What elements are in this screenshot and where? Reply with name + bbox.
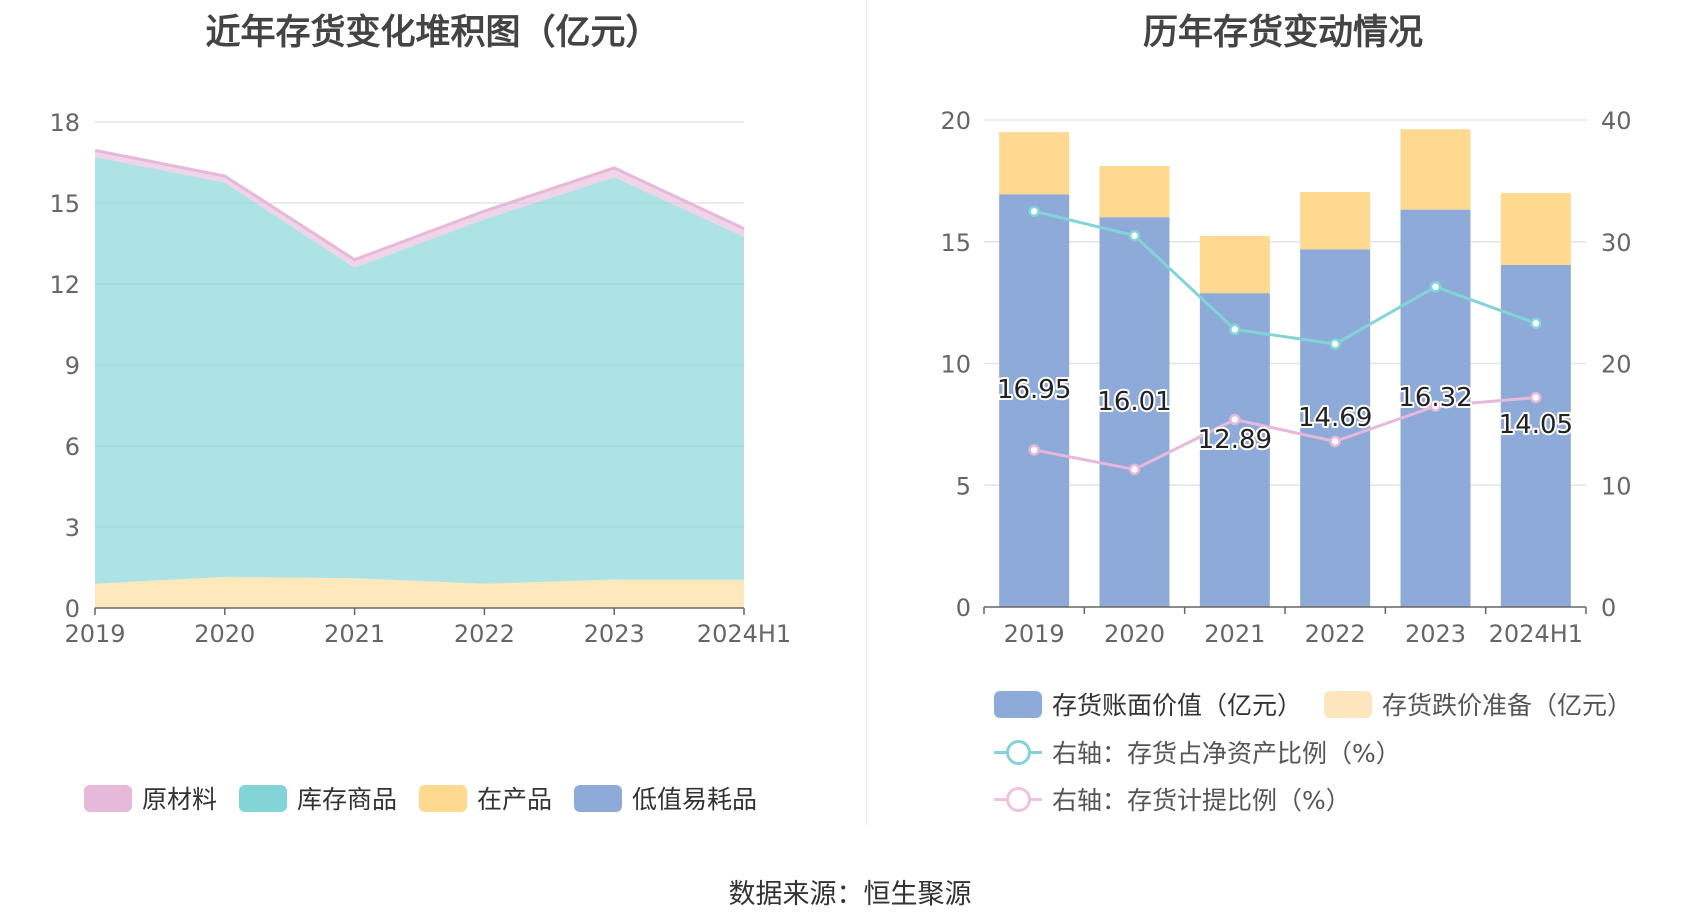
bar-book-value xyxy=(1099,217,1170,607)
line-point xyxy=(1128,229,1141,242)
bar-book-value xyxy=(1300,249,1371,607)
line-point xyxy=(1329,338,1341,350)
bar-impairment xyxy=(1199,235,1270,294)
legend-swatch xyxy=(574,784,623,812)
bar-impairment xyxy=(999,132,1070,195)
line-point xyxy=(1429,281,1442,293)
y-right-tick-label: 30 xyxy=(1601,229,1632,257)
x-tick-label: 2022 xyxy=(454,620,515,648)
line-point xyxy=(1028,444,1040,456)
bar-book-value xyxy=(1199,293,1270,607)
right-legend-row-2: 右轴：存货占净资产比例（%） xyxy=(994,734,1423,770)
y-tick-label: 12 xyxy=(49,271,80,299)
line-point xyxy=(1429,400,1442,412)
bar-line-combo-chart: 0 0 5 10 10 20 15 30 20 40 2019 2020 2021 2022 2023 202… xyxy=(940,107,1632,648)
line-point xyxy=(1530,317,1542,330)
legend-swatch xyxy=(1324,690,1373,718)
legend-label: 右轴：存货计提比例（%） xyxy=(1052,786,1351,815)
line-point xyxy=(1229,323,1241,336)
left-chart-legend: 原材料 库存商品 在产品 低值易耗品 xyxy=(84,780,779,816)
y-tick-label: 6 xyxy=(65,433,80,461)
y-left-tick-label: 0 xyxy=(956,594,971,622)
left-chart-title: 近年存货变化堆积图（亿元） xyxy=(205,13,661,53)
area-top-line xyxy=(94,148,745,262)
legend-item-net-asset-ratio[interactable]: 右轴：存货占净资产比例（%） xyxy=(994,734,1401,770)
legend-line-swatch xyxy=(994,739,1042,766)
y-right-tick-label: 40 xyxy=(1601,107,1632,135)
line-point xyxy=(1329,435,1341,448)
legend-label: 低值易耗品 xyxy=(632,785,758,814)
panel-divider xyxy=(866,0,867,825)
x-tick-label: 2023 xyxy=(1405,620,1466,648)
legend-label: 右轴：存货占净资产比例（%） xyxy=(1052,739,1401,768)
x-tick-label: 2019 xyxy=(64,620,125,648)
x-tick-label: 2024H1 xyxy=(697,620,791,648)
y-tick-label: 15 xyxy=(49,190,80,218)
left-chart-panel: 近年存货变化堆积图（亿元） 0 3 6 9 12 15 18 2019 2020 2021 2022… xyxy=(0,0,866,830)
y-left-tick-label: 15 xyxy=(940,229,971,257)
legend-item-wip[interactable]: 在产品 xyxy=(419,780,552,816)
legend-label: 存货跌价准备（亿元） xyxy=(1382,691,1633,720)
legend-item-book-value[interactable]: 存货账面价值（亿元） xyxy=(994,686,1302,722)
y-tick-label: 0 xyxy=(65,595,80,623)
y-right-tick-label: 10 xyxy=(1601,472,1632,500)
legend-label: 存货账面价值（亿元） xyxy=(1052,691,1303,720)
bar-book-value xyxy=(999,194,1070,607)
legend-label: 库存商品 xyxy=(297,785,398,814)
legend-swatch xyxy=(994,690,1042,718)
bar-impairment xyxy=(1500,193,1571,265)
x-tick-label: 2024H1 xyxy=(1489,620,1583,648)
x-tick-label: 2021 xyxy=(1204,620,1265,648)
right-legend-row-3: 右轴：存货计提比例（%） xyxy=(994,781,1373,817)
y-left-tick-label: 20 xyxy=(940,107,971,135)
legend-swatch xyxy=(419,784,468,812)
x-tick-label: 2022 xyxy=(1305,620,1366,648)
x-tick-label: 2019 xyxy=(1004,620,1065,648)
series-line xyxy=(1033,209,1537,346)
bar-data-label: 16.01 xyxy=(1097,387,1171,417)
x-tick-label: 2020 xyxy=(1104,620,1165,648)
bar-data-label: 14.05 xyxy=(1499,410,1573,440)
right-chart-panel: 历年存货变动情况 0 0 5 10 10 20 15 30 20 40 2019 2020 2021 20… xyxy=(866,0,1700,830)
bar-data-label: 14.69 xyxy=(1298,403,1372,433)
series-line xyxy=(1033,396,1536,471)
legend-label: 原材料 xyxy=(142,785,218,814)
bar-impairment xyxy=(1099,166,1170,218)
legend-item-provision-ratio[interactable]: 右轴：存货计提比例（%） xyxy=(994,781,1351,817)
legend-item-finished-goods[interactable]: 库存商品 xyxy=(239,780,397,816)
bar-data-label: 16.32 xyxy=(1398,383,1472,413)
legend-item-raw-material[interactable]: 原材料 xyxy=(84,780,217,816)
right-chart-title: 历年存货变动情况 xyxy=(1142,13,1423,53)
y-tick-label: 3 xyxy=(65,514,80,542)
legend-item-consumables[interactable]: 低值易耗品 xyxy=(574,780,757,816)
stacked-area-chart: 0 3 6 9 12 15 18 2019 2020 2021 2022 2023 2024H1 xyxy=(49,109,791,648)
bar-data-label: 16.95 xyxy=(997,375,1071,405)
line-point xyxy=(1128,463,1141,476)
legend-swatch xyxy=(239,784,288,812)
x-tick-label: 2021 xyxy=(324,620,385,648)
data-source: 数据来源：恒生聚源 xyxy=(728,879,972,910)
y-tick-label: 9 xyxy=(65,352,80,380)
legend-item-impairment[interactable]: 存货跌价准备（亿元） xyxy=(1324,686,1632,722)
bar-impairment xyxy=(1400,129,1471,210)
y-right-tick-label: 0 xyxy=(1601,594,1616,622)
area-series xyxy=(95,157,744,584)
legend-swatch xyxy=(84,784,132,812)
legend-label: 在产品 xyxy=(477,785,553,814)
y-right-tick-label: 20 xyxy=(1601,351,1632,379)
line-point xyxy=(1530,391,1542,404)
bar-data-label: 12.89 xyxy=(1198,425,1272,455)
line-point xyxy=(1229,413,1241,426)
y-left-tick-label: 10 xyxy=(940,351,971,379)
right-legend-row-1: 存货账面价值（亿元） 存货跌价准备（亿元） xyxy=(994,686,1654,722)
x-tick-label: 2020 xyxy=(194,620,255,648)
line-point xyxy=(1028,205,1040,218)
y-left-tick-label: 5 xyxy=(956,472,971,500)
x-tick-label: 2023 xyxy=(584,620,645,648)
legend-line-swatch xyxy=(994,786,1042,813)
y-tick-label: 18 xyxy=(49,109,80,137)
area-series xyxy=(95,576,744,608)
bar-impairment xyxy=(1300,192,1371,250)
